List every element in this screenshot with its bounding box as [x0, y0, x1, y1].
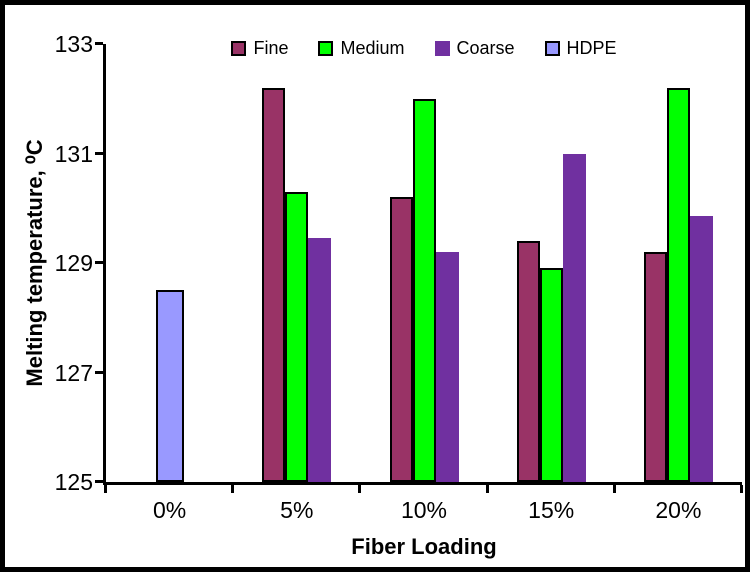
- bar-medium-10%: [413, 98, 436, 482]
- legend-swatch-fine: [231, 40, 247, 56]
- bar-coarse-15%: [563, 153, 586, 482]
- bar-fine-15%: [517, 241, 540, 482]
- legend-label: Medium: [340, 38, 405, 58]
- y-tick-mark: [95, 151, 103, 155]
- y-tick-label: 125: [54, 469, 93, 495]
- x-tick-mark: [104, 485, 107, 493]
- y-tick-label: 131: [54, 140, 93, 167]
- bar-fine-20%: [644, 252, 667, 482]
- bar-fine-10%: [390, 197, 413, 482]
- bar-coarse-10%: [436, 252, 459, 482]
- legend-label: Fine: [253, 38, 289, 58]
- x-tick-mark: [358, 485, 362, 493]
- bar-hdpe-0%: [156, 290, 184, 482]
- x-tick-mark: [485, 485, 489, 493]
- x-tick-label: 15%: [528, 497, 575, 523]
- x-tick-label: 0%: [152, 497, 187, 523]
- legend-swatch-coarse: [434, 40, 450, 56]
- x-tick-mark: [740, 485, 743, 493]
- bar-fine-5%: [262, 87, 285, 482]
- legend-label: Coarse: [456, 38, 515, 58]
- legend-label: HDPE: [566, 38, 617, 58]
- y-tick-mark: [95, 370, 103, 374]
- x-tick-mark: [231, 485, 235, 493]
- y-tick-mark: [95, 42, 103, 45]
- bar-medium-15%: [540, 268, 563, 482]
- bar-coarse-20%: [690, 216, 713, 482]
- bar-medium-5%: [285, 191, 308, 482]
- x-tick-label: 20%: [655, 497, 702, 523]
- plot-area: [103, 44, 742, 485]
- y-tick-label: 129: [54, 250, 93, 276]
- y-tick-mark: [95, 261, 103, 264]
- legend-item: Coarse: [434, 38, 515, 58]
- y-tick-label: 127: [54, 359, 93, 386]
- x-tick-label: 5%: [280, 497, 314, 523]
- x-tick-label: 10%: [400, 497, 448, 523]
- legend: Fine Medium Coarse HDPE: [106, 35, 742, 61]
- legend-item: HDPE: [544, 38, 617, 58]
- bar-medium-20%: [667, 87, 690, 482]
- bar-coarse-5%: [308, 238, 331, 482]
- x-tick-mark: [612, 485, 616, 493]
- y-tick-label: 133: [54, 31, 93, 57]
- legend-swatch-medium: [318, 40, 334, 56]
- legend-item: Medium: [318, 38, 405, 58]
- legend-item: Fine: [231, 38, 288, 58]
- x-axis-title: Fiber Loading: [351, 534, 497, 559]
- legend-swatch-hdpe: [544, 40, 560, 56]
- y-tick-mark: [95, 480, 103, 483]
